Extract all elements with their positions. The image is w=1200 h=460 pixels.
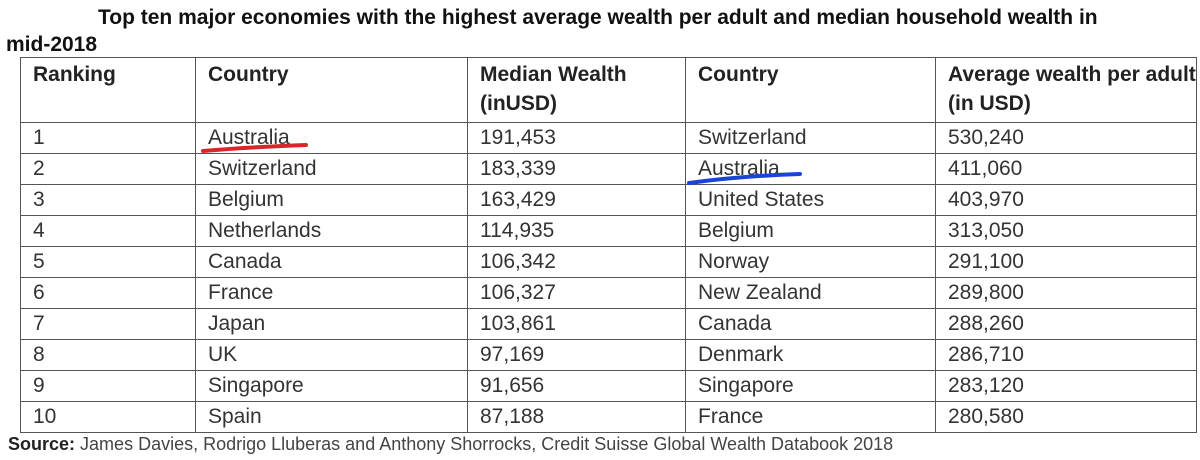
table-cell: Belgium: [685, 215, 936, 247]
table-cell: 313,050: [935, 215, 1197, 247]
table-cell: 8: [20, 339, 196, 371]
table-cell: 163,429: [467, 184, 686, 216]
table-cell: Norway: [685, 246, 936, 278]
table-cell: 106,342: [467, 246, 686, 278]
table-cell: 1: [20, 122, 196, 154]
table-cell: Netherlands: [195, 215, 468, 247]
table-cell: Australia: [685, 153, 936, 185]
table-cell: 91,656: [467, 370, 686, 402]
table-row: 5 Canada 106,342 Norway 291,100: [20, 246, 1197, 278]
table-cell: 87,188: [467, 401, 686, 433]
table-cell: Switzerland: [195, 153, 468, 185]
table-cell: 286,710: [935, 339, 1197, 371]
header-cell: Country: [195, 57, 468, 123]
table-row: 3 Belgium 163,429 United States 403,970: [20, 184, 1197, 216]
table-row: 4 Netherlands 114,935 Belgium 313,050: [20, 215, 1197, 247]
table-cell: Singapore: [195, 370, 468, 402]
wealth-table: Ranking Country Median Wealth (inUSD) Count…: [20, 57, 1197, 433]
table-cell: 280,580: [935, 401, 1197, 433]
header-cell: Country: [685, 57, 936, 123]
table-cell: Switzerland: [685, 122, 936, 154]
table-cell: Japan: [195, 308, 468, 340]
source: Source: James Davies, Rodrigo Lluberas a…: [8, 434, 893, 455]
table-cell: 183,339: [467, 153, 686, 185]
table-cell: France: [195, 277, 468, 309]
table-cell: 10: [20, 401, 196, 433]
table-cell: 289,800: [935, 277, 1197, 309]
table-cell: 7: [20, 308, 196, 340]
table-cell: 411,060: [935, 153, 1197, 185]
table-row: 6 France 106,327 New Zealand 289,800: [20, 277, 1197, 309]
header-cell: Ranking: [20, 57, 196, 123]
table-cell: 283,120: [935, 370, 1197, 402]
table-row: 7 Japan 103,861 Canada 288,260: [20, 308, 1197, 340]
table-cell: Singapore: [685, 370, 936, 402]
table-cell: 9: [20, 370, 196, 402]
table-cell: 2: [20, 153, 196, 185]
header-cell: Median Wealth (inUSD): [467, 57, 686, 123]
header-row: Ranking Country Median Wealth (inUSD) Count…: [20, 57, 1197, 123]
table-cell: 106,327: [467, 277, 686, 309]
table-cell: 191,453: [467, 122, 686, 154]
table-cell: 530,240: [935, 122, 1197, 154]
table-cell: United States: [685, 184, 936, 216]
table-cell: 5: [20, 246, 196, 278]
table-cell: Spain: [195, 401, 468, 433]
table-cell: 6: [20, 277, 196, 309]
table-row: 10 Spain 87,188 France 280,580: [20, 401, 1197, 433]
table-cell: UK: [195, 339, 468, 371]
table-cell: 103,861: [467, 308, 686, 340]
table-cell: Canada: [685, 308, 936, 340]
table-cell: 403,970: [935, 184, 1197, 216]
table-cell: 288,260: [935, 308, 1197, 340]
table-cell: 97,169: [467, 339, 686, 371]
table-cell: Canada: [195, 246, 468, 278]
table-row: 9 Singapore 91,656 Singapore 283,120: [20, 370, 1197, 402]
table-row: 8 UK 97,169 Denmark 286,710: [20, 339, 1197, 371]
table-cell: Denmark: [685, 339, 936, 371]
table-cell: New Zealand: [685, 277, 936, 309]
source-text: James Davies, Rodrigo Lluberas and Antho…: [80, 434, 894, 454]
table-row: 1 Australia 191,453 Switzerland 530,240: [20, 122, 1197, 154]
source-label: Source:: [8, 434, 76, 454]
table-cell: Belgium: [195, 184, 468, 216]
table-cell: 291,100: [935, 246, 1197, 278]
table-cell: 3: [20, 184, 196, 216]
table-row: 2 Switzerland 183,339 Australia 411,060: [20, 153, 1197, 185]
table-cell: 114,935: [467, 215, 686, 247]
table-cell: 4: [20, 215, 196, 247]
title: Top ten major economies with the highest…: [6, 6, 1098, 56]
table-cell: France: [685, 401, 936, 433]
table-body: 1 Australia 191,453 Switzerland 530,240 2 Swit…: [20, 122, 1197, 433]
table-cell: Australia: [195, 122, 468, 154]
header-cell: Average wealth per adult (in USD): [935, 57, 1197, 123]
